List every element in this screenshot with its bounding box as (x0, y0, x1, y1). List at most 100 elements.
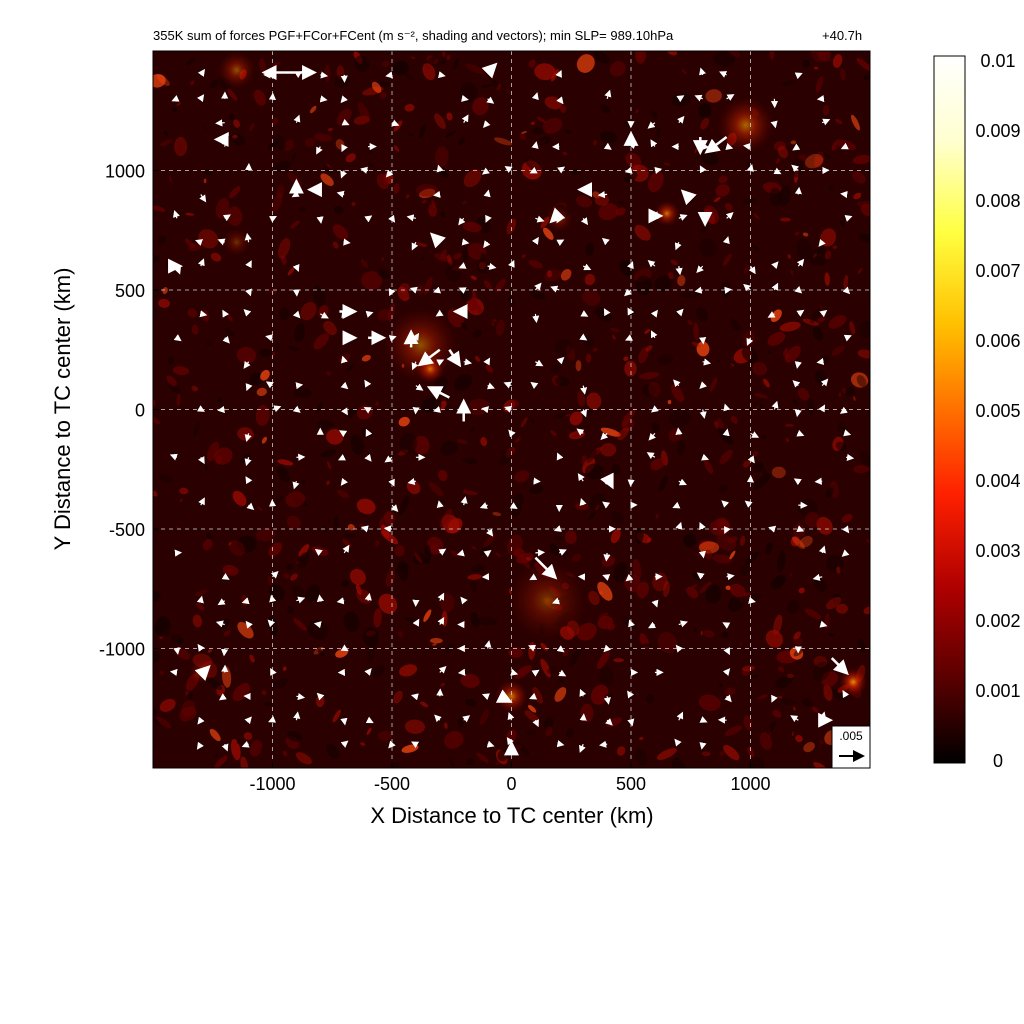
heatmap-speckle (634, 748, 648, 766)
heatmap-speckle (472, 97, 489, 116)
heatmap-speckle (530, 121, 535, 125)
heatmap-speckle (332, 515, 339, 529)
heatmap-speckle (419, 124, 426, 139)
heatmap-speckle (765, 629, 784, 648)
force-vector-small (411, 241, 419, 251)
force-vector-small (627, 690, 635, 699)
heatmap-hotspot (217, 51, 256, 90)
heatmap-speckle (589, 493, 606, 512)
force-vector-small (674, 738, 682, 747)
heatmap-speckle (162, 287, 168, 295)
heatmap-speckle (298, 544, 310, 557)
heatmap-speckle (810, 308, 821, 324)
heatmap-speckle (399, 664, 418, 677)
heatmap-speckle (718, 484, 729, 494)
x-axis-label: X Distance to TC center (km) (370, 803, 653, 828)
heatmap-speckle (300, 301, 317, 321)
heatmap-speckle (715, 184, 730, 197)
heatmap-speckle (731, 363, 734, 367)
heatmap-speckle (812, 326, 824, 341)
force-vector-small (196, 595, 204, 604)
heatmap-speckle (462, 200, 467, 205)
force-vector-small (241, 740, 250, 748)
force-vector-small (603, 696, 611, 705)
heatmap-speckle (275, 495, 284, 505)
heatmap-speckle (494, 762, 501, 765)
heatmap-speckle (863, 606, 870, 615)
heatmap-speckle (722, 253, 732, 267)
heatmap-speckle (271, 193, 283, 213)
heatmap-speckle (346, 364, 355, 372)
heatmap-speckle (255, 528, 276, 542)
heatmap-speckle (480, 437, 488, 447)
heatmap-speckle (491, 79, 499, 87)
heatmap-speckle (423, 544, 432, 564)
heatmap-speckle (724, 687, 736, 697)
heatmap-hotspot (222, 227, 251, 257)
heatmap-speckle (831, 345, 845, 356)
heatmap-speckle (295, 752, 312, 765)
heatmap-speckle (751, 244, 760, 251)
heatmap-speckle (650, 458, 665, 471)
heatmap-speckle (549, 543, 558, 552)
heatmap-speckle (754, 393, 768, 399)
heatmap-speckle (333, 205, 344, 214)
force-vector-small (292, 405, 301, 413)
force-vector-small (603, 552, 611, 562)
force-vector-small (340, 95, 348, 104)
heatmap-speckle (302, 479, 306, 487)
force-vector-small (433, 286, 442, 294)
heatmap-speckle (476, 752, 489, 763)
force-vector-small (508, 429, 516, 438)
heatmap-speckle (568, 647, 582, 667)
heatmap-speckle (240, 756, 249, 768)
force-vector-small (535, 215, 545, 223)
force-vector-small (812, 573, 823, 581)
force-vector-small (722, 236, 730, 245)
force-vector-small (843, 429, 852, 437)
heatmap-speckle (442, 172, 449, 178)
force-vector-small (486, 740, 495, 748)
force-vector-small (364, 379, 372, 388)
force-vector-small (484, 640, 492, 649)
heatmap-speckle (716, 418, 725, 429)
heatmap-speckle (434, 113, 446, 130)
heatmap-speckle (434, 253, 451, 263)
heatmap-speckle (237, 621, 254, 639)
heatmap-speckle (249, 372, 264, 386)
heatmap-speckle (822, 354, 831, 365)
force-vector-small (483, 120, 491, 128)
heatmap-speckle (530, 290, 545, 300)
heatmap-speckle (326, 461, 332, 470)
heatmap-speckle (554, 687, 567, 702)
heatmap-speckle (360, 259, 369, 268)
force-vector-small (218, 693, 227, 701)
heatmap-speckle (581, 289, 601, 306)
heatmap-speckle (361, 271, 383, 290)
heatmap-speckle (565, 129, 572, 134)
heatmap-speckle (291, 585, 305, 600)
colorbar-tick-label: 0 (993, 751, 1003, 771)
force-vector-small (410, 693, 419, 701)
heatmap-speckle (491, 318, 498, 323)
heatmap-speckle (438, 60, 447, 65)
force-vector-small (676, 95, 685, 103)
heatmap-speckle (457, 136, 466, 146)
heatmap-speckle (770, 575, 786, 590)
heatmap-speckle (159, 670, 164, 675)
heatmap-speckle (387, 302, 395, 322)
force-vector-small (840, 190, 848, 199)
heatmap-speckle (279, 307, 290, 321)
heatmap-speckle (794, 231, 800, 236)
force-vector-small (173, 647, 181, 655)
heatmap-speckle (214, 752, 219, 757)
force-vector-small (217, 405, 225, 414)
force-vector-small (222, 335, 230, 344)
heatmap-speckle (286, 564, 293, 570)
heatmap-speckle (210, 252, 222, 262)
heatmap-speckle (287, 605, 295, 615)
force-vector-small (265, 334, 273, 342)
heatmap-speckle (576, 195, 593, 208)
heatmap-speckle (677, 440, 686, 456)
force-vector-small (173, 209, 180, 219)
